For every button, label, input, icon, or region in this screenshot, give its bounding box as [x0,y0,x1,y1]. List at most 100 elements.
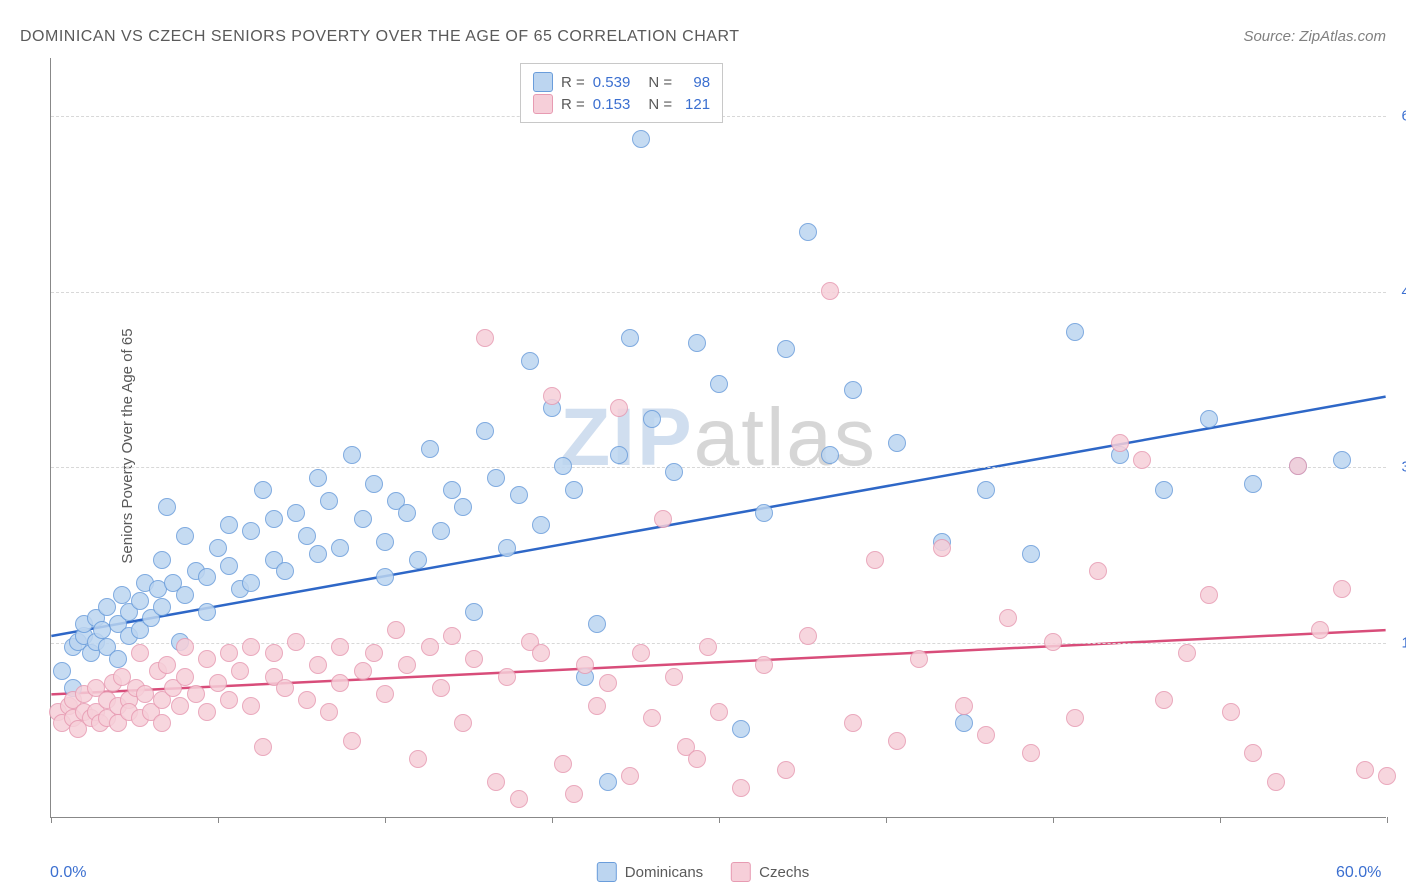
scatter-point [1244,475,1262,493]
scatter-point [320,492,338,510]
scatter-point [131,592,149,610]
scatter-point [532,644,550,662]
scatter-point [242,697,260,715]
r-value: 0.153 [593,96,631,113]
scatter-point [565,785,583,803]
scatter-point [933,539,951,557]
x-min-label: 0.0% [50,864,86,882]
scatter-point [688,750,706,768]
scatter-point [610,446,628,464]
scatter-point [209,539,227,557]
series-swatch [533,94,553,114]
scatter-point [710,703,728,721]
scatter-point [576,656,594,674]
scatter-point [1289,457,1307,475]
scatter-point [432,522,450,540]
scatter-point [254,738,272,756]
scatter-point [888,732,906,750]
r-label: R = [561,74,585,91]
scatter-point [710,375,728,393]
r-value: 0.539 [593,74,631,91]
scatter-point [844,381,862,399]
scatter-point [409,750,427,768]
scatter-point [755,656,773,674]
scatter-point [632,130,650,148]
source-label: Source: ZipAtlas.com [1243,28,1386,45]
scatter-point [176,527,194,545]
scatter-point [888,434,906,452]
scatter-point [158,656,176,674]
scatter-point [276,679,294,697]
scatter-point [198,603,216,621]
r-label: R = [561,96,585,113]
scatter-point [198,568,216,586]
scatter-point [732,720,750,738]
scatter-point [543,387,561,405]
scatter-point [510,790,528,808]
scatter-point [376,568,394,586]
stats-box: R =0.539N =98R =0.153N =121 [520,63,723,123]
y-tick-label: 60.0% [1392,108,1406,125]
scatter-point [220,644,238,662]
scatter-point [331,674,349,692]
stats-row: R =0.153N =121 [533,94,710,114]
scatter-point [220,691,238,709]
scatter-point [454,498,472,516]
scatter-point [755,504,773,522]
scatter-point [1267,773,1285,791]
scatter-point [799,223,817,241]
x-tick [886,817,887,823]
scatter-point [799,627,817,645]
scatter-point [298,527,316,545]
scatter-point [242,522,260,540]
scatter-point [977,481,995,499]
scatter-point [643,410,661,428]
scatter-point [343,732,361,750]
scatter-point [265,644,283,662]
scatter-point [955,697,973,715]
x-tick [1387,817,1388,823]
scatter-point [565,481,583,499]
scatter-point [187,685,205,703]
x-tick [218,817,219,823]
scatter-point [298,691,316,709]
n-label: N = [648,96,672,113]
scatter-point [309,469,327,487]
scatter-point [1356,761,1374,779]
scatter-point [443,481,461,499]
scatter-point [1378,767,1396,785]
x-tick [1220,817,1221,823]
scatter-point [287,504,305,522]
scatter-point [331,539,349,557]
scatter-point [254,481,272,499]
scatter-point [1222,703,1240,721]
plot-area: ZIPatlas 15.0%30.0%45.0%60.0% [50,58,1386,818]
gridline [51,292,1386,293]
scatter-point [654,510,672,528]
series-swatch [533,72,553,92]
scatter-point [532,516,550,534]
scatter-point [409,551,427,569]
scatter-point [1333,451,1351,469]
scatter-point [955,714,973,732]
scatter-point [176,668,194,686]
n-label: N = [648,74,672,91]
y-tick-label: 45.0% [1392,283,1406,300]
scatter-point [465,603,483,621]
stats-row: R =0.539N =98 [533,72,710,92]
scatter-point [777,340,795,358]
scatter-point [176,586,194,604]
scatter-point [343,446,361,464]
scatter-point [153,714,171,732]
legend-label: Czechs [759,864,809,881]
scatter-point [113,586,131,604]
x-tick [719,817,720,823]
scatter-point [231,662,249,680]
scatter-point [109,650,127,668]
scatter-point [510,486,528,504]
scatter-point [136,685,154,703]
scatter-point [209,674,227,692]
scatter-point [432,679,450,697]
scatter-point [1022,744,1040,762]
scatter-point [376,533,394,551]
